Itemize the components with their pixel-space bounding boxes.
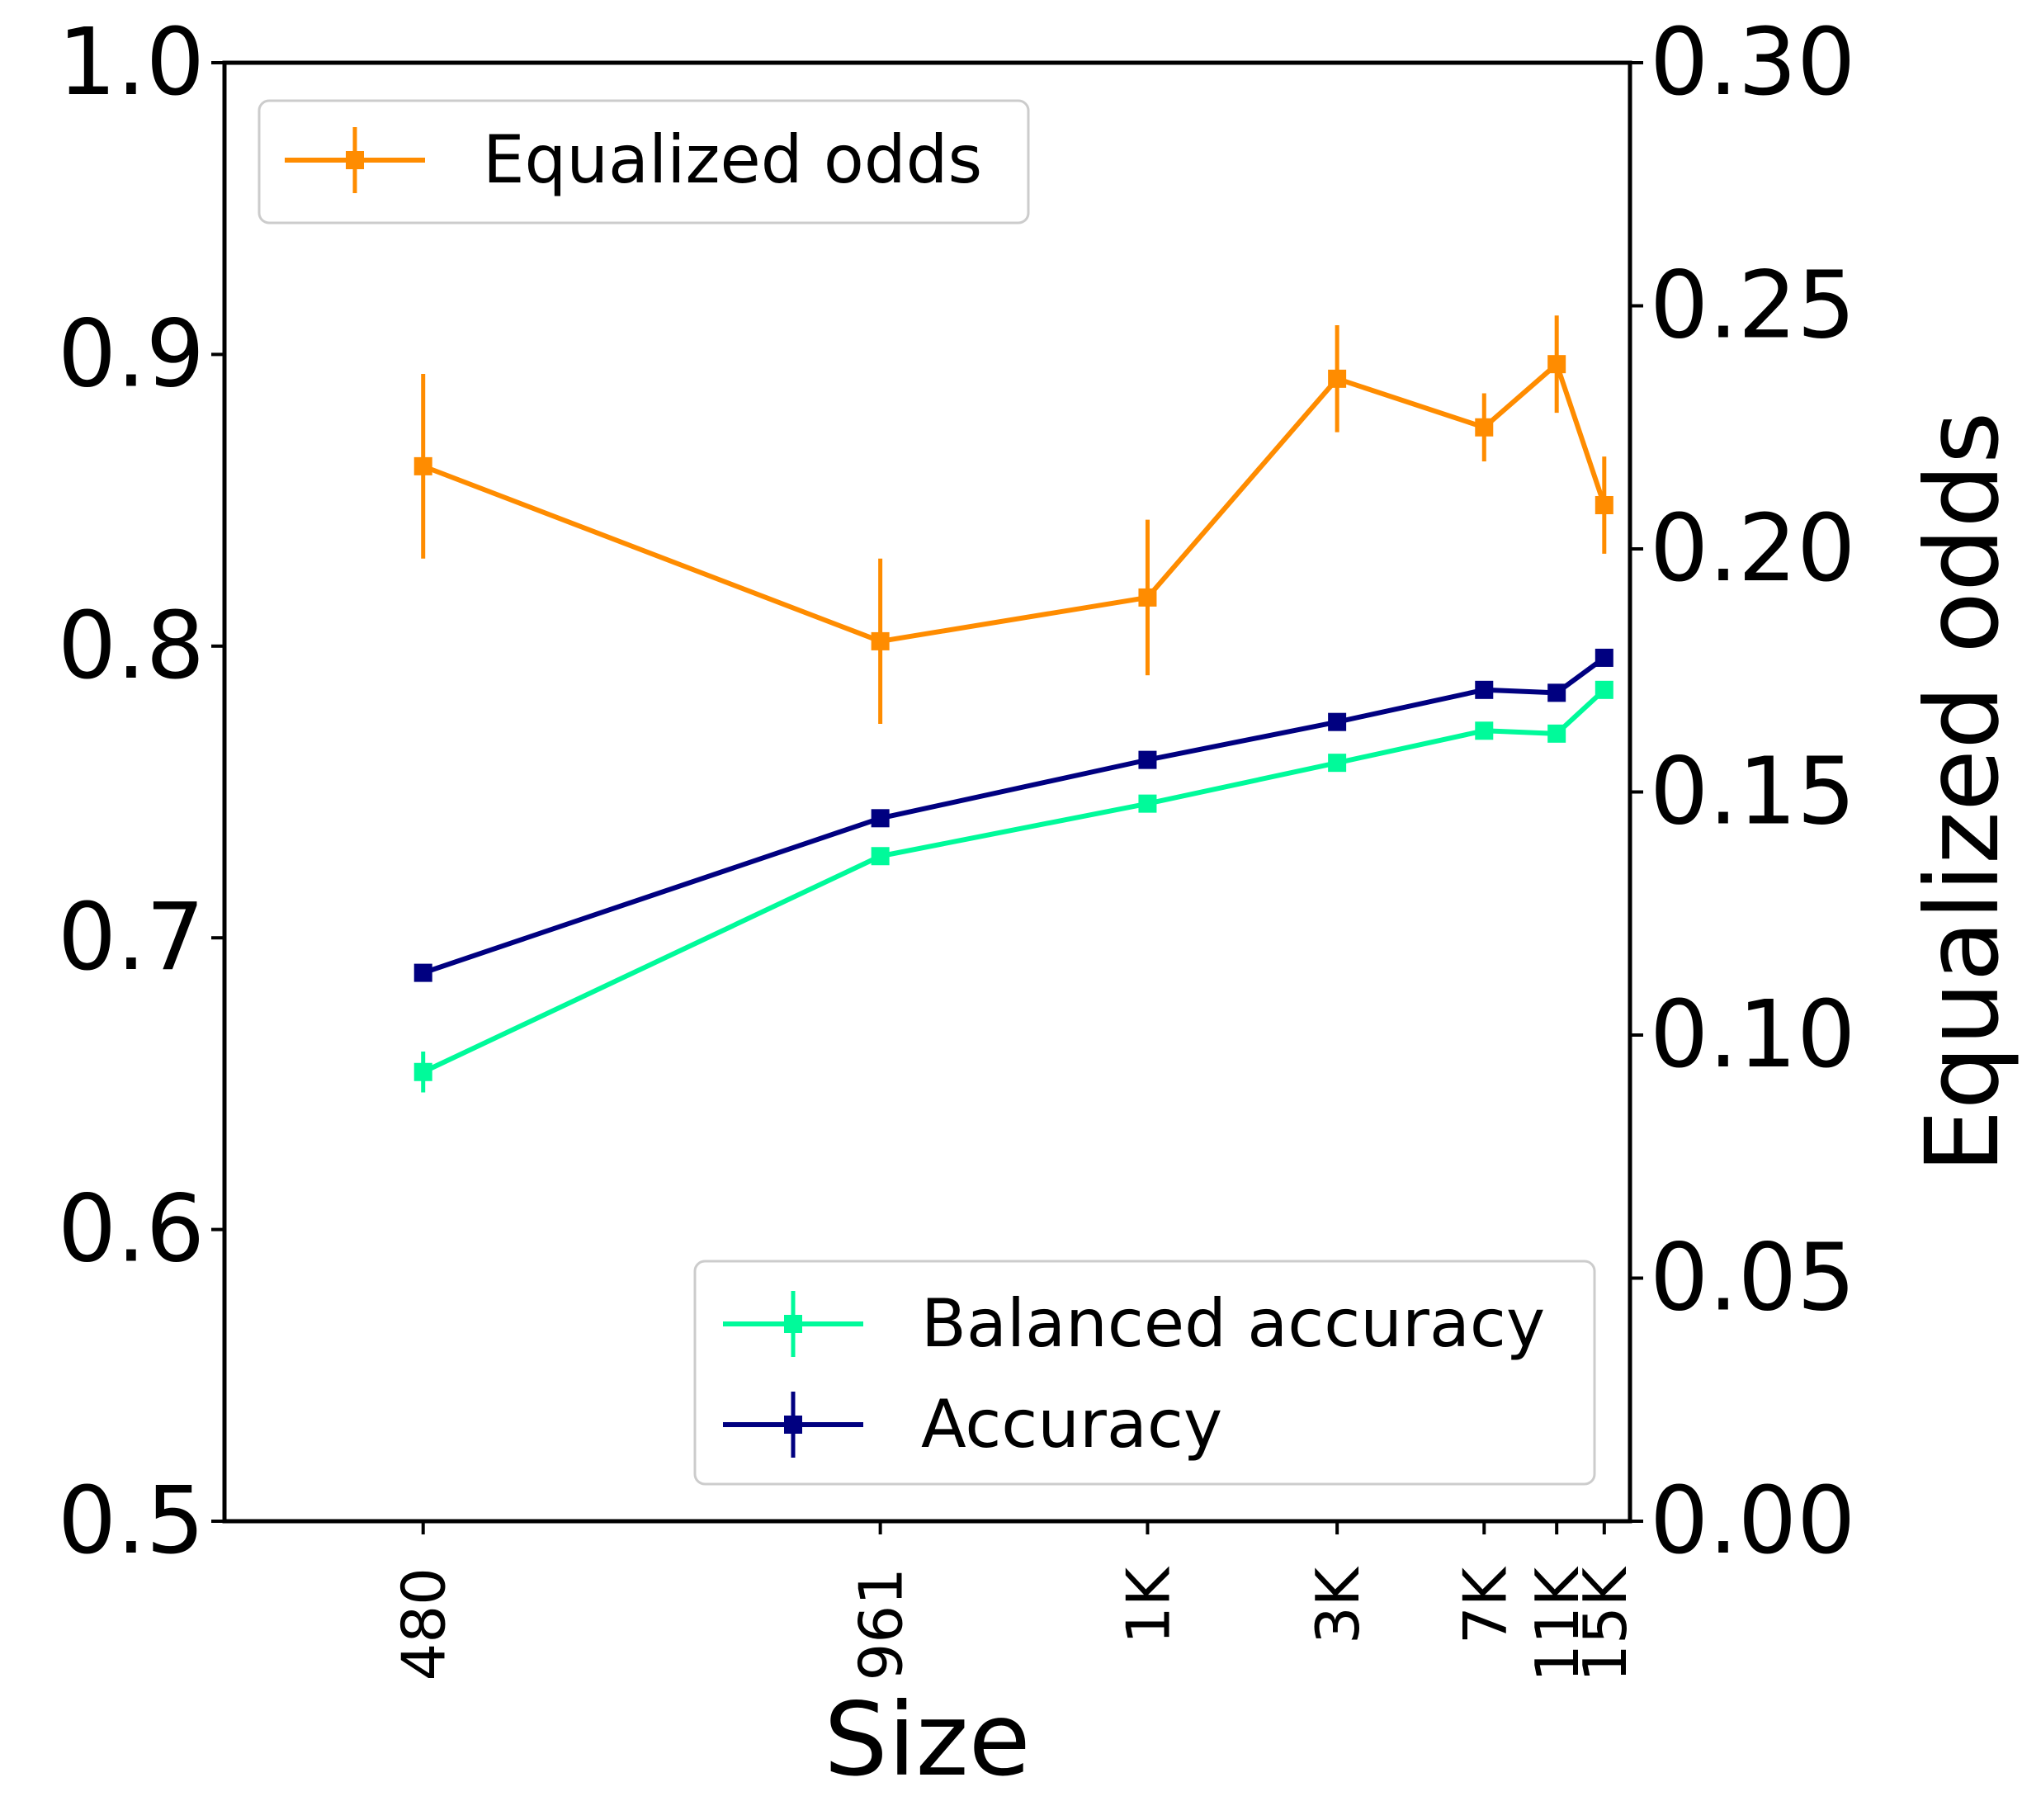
- x-tick-label: 3K: [1303, 1566, 1372, 1644]
- data-point: [1595, 648, 1613, 667]
- x-tick-label: 961: [847, 1567, 916, 1681]
- data-point: [1547, 683, 1566, 702]
- x-tick-label: 480: [390, 1567, 459, 1681]
- data-point: [1475, 418, 1494, 437]
- y-right-axis-label: Equalized odds: [1904, 412, 2021, 1174]
- data-point: [1547, 724, 1566, 743]
- legend-swatch-marker: [784, 1315, 802, 1333]
- data-point: [1475, 721, 1494, 740]
- legend-box: [693, 1260, 1596, 1486]
- data-point: [1475, 680, 1494, 699]
- series-layer: [413, 315, 1613, 1093]
- legend-entry: Equalized odds: [285, 121, 982, 198]
- y-left-tick-label: 0.6: [58, 1176, 205, 1283]
- data-point: [871, 631, 890, 650]
- y-left-tick-label: 0.9: [58, 300, 205, 408]
- series-balanced-accuracy: [413, 680, 1613, 1093]
- legend-label: Balanced accuracy: [921, 1285, 1545, 1362]
- data-point: [871, 809, 890, 828]
- data-point: [413, 1062, 432, 1081]
- legend-top-left: Equalized odds: [257, 99, 1030, 225]
- y-right-tick-label: 0.15: [1650, 739, 1855, 846]
- data-point: [1138, 588, 1157, 607]
- x-tick-label: 1K: [1113, 1566, 1183, 1644]
- legend-entry: Accuracy: [723, 1386, 1222, 1463]
- data-point: [1595, 680, 1613, 699]
- legend-label: Accuracy: [921, 1386, 1222, 1463]
- x-tick-label: 15K: [1571, 1566, 1640, 1682]
- data-point: [1328, 754, 1347, 773]
- legend-swatch-marker: [784, 1416, 802, 1434]
- legend-layer: Equalized odds Balanced accuracy Accuracy: [257, 99, 1596, 1486]
- data-point: [1328, 369, 1347, 388]
- data-point: [1547, 355, 1566, 374]
- legend-entry: Balanced accuracy: [723, 1285, 1545, 1362]
- data-point: [1328, 712, 1347, 731]
- x-tick-label: 11K: [1523, 1566, 1592, 1682]
- y-left-tick-label: 0.8: [58, 593, 205, 700]
- y-left-tick-label: 0.5: [58, 1468, 205, 1575]
- legend-bottom-right: Balanced accuracy Accuracy: [693, 1260, 1596, 1486]
- y-left-tick-label: 0.7: [58, 884, 205, 991]
- data-point: [413, 963, 432, 982]
- y-right-tick-label: 0.00: [1650, 1468, 1855, 1575]
- y-right-tick-label: 0.05: [1650, 1225, 1855, 1332]
- legend-swatch-marker: [346, 151, 364, 169]
- y-right-tick-label: 0.30: [1650, 9, 1855, 116]
- y-right-tick-label: 0.25: [1650, 253, 1855, 360]
- y-right-tick-label: 0.10: [1650, 981, 1855, 1089]
- x-axis-label: Size: [824, 1681, 1030, 1799]
- data-point: [1595, 495, 1613, 514]
- data-point: [871, 847, 890, 866]
- series-equalized-odds: [413, 315, 1613, 725]
- axes-layer: 0.5 0.6 0.7 0.8 0.9 1.0 0.00 0.05 0.10 0.15 0.20 0.…: [58, 9, 2021, 1799]
- legend-box: [257, 99, 1030, 225]
- y-left-tick-label: 1.0: [58, 9, 205, 116]
- series-accuracy: [413, 648, 1613, 982]
- data-point: [413, 456, 432, 475]
- data-point: [1138, 794, 1157, 813]
- legend-label: Equalized odds: [483, 121, 982, 198]
- data-point: [1138, 750, 1157, 769]
- x-tick-label: 7K: [1450, 1566, 1519, 1644]
- y-right-tick-label: 0.20: [1650, 495, 1855, 603]
